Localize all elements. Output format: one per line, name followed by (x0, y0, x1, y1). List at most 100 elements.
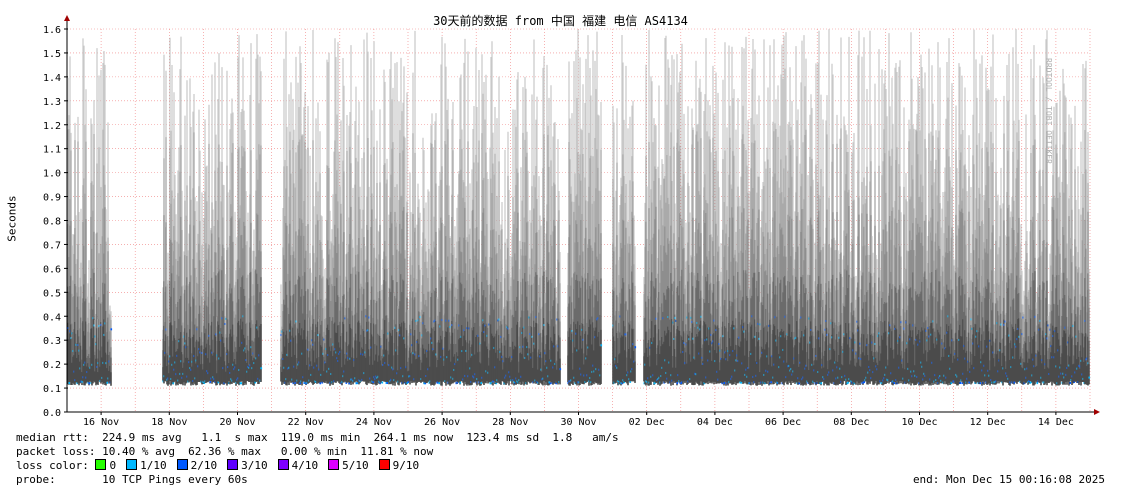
median-rtt-point (181, 376, 184, 379)
median-rtt-point (227, 366, 230, 369)
median-rtt-point (331, 381, 334, 384)
median-rtt-point (495, 382, 498, 385)
median-rtt-point (314, 380, 317, 383)
median-rtt-point (697, 326, 700, 329)
median-rtt-point (661, 366, 664, 369)
median-rtt-point (833, 382, 836, 385)
median-rtt-point (202, 380, 205, 383)
median-rtt-point (838, 336, 841, 339)
median-rtt-point (646, 381, 649, 384)
median-rtt-point (474, 373, 477, 376)
median-rtt-point (197, 365, 200, 368)
median-rtt-point (91, 363, 94, 366)
median-rtt-point (568, 380, 571, 383)
median-rtt-point (313, 366, 316, 369)
median-rtt-point (826, 333, 829, 336)
median-rtt-point (164, 351, 167, 354)
median-rtt-point (549, 382, 552, 385)
median-rtt-point (633, 360, 636, 363)
median-rtt-point (975, 335, 978, 338)
median-rtt-point (699, 328, 702, 331)
median-rtt-point (343, 370, 346, 373)
median-rtt-point (863, 381, 866, 384)
median-rtt-point (702, 362, 705, 365)
median-rtt-point (318, 368, 321, 371)
median-rtt-point (436, 381, 439, 384)
median-rtt-point (499, 350, 502, 353)
median-rtt-point (553, 345, 556, 348)
median-rtt-point (107, 377, 110, 380)
median-rtt-point (940, 379, 943, 382)
median-rtt-point (522, 345, 525, 348)
median-rtt-point (738, 336, 741, 339)
median-rtt-point (707, 359, 710, 362)
median-rtt-point (480, 382, 483, 385)
median-rtt-point (598, 368, 601, 371)
median-rtt-point (77, 344, 80, 347)
median-rtt-point (493, 346, 496, 349)
median-rtt-point (194, 377, 197, 380)
median-rtt-point (761, 351, 764, 354)
median-rtt-point (870, 377, 873, 380)
median-rtt-point (954, 352, 957, 355)
median-rtt-point (228, 382, 231, 385)
median-rtt-point (804, 367, 807, 370)
median-rtt-point (627, 371, 630, 374)
median-rtt-point (620, 382, 623, 385)
median-rtt-point (803, 334, 806, 337)
median-rtt-point (360, 353, 363, 356)
median-rtt-point (348, 382, 351, 385)
median-rtt-point (89, 366, 92, 369)
median-rtt-point (193, 355, 196, 358)
median-rtt-point (390, 378, 393, 381)
median-rtt-point (191, 360, 194, 363)
median-rtt-point (973, 367, 976, 370)
median-rtt-point (192, 380, 195, 383)
median-rtt-point (599, 374, 602, 377)
median-rtt-point (319, 382, 322, 385)
median-rtt-point (339, 350, 342, 353)
median-rtt-point (98, 324, 101, 327)
median-rtt-point (951, 339, 954, 342)
median-rtt-point (422, 322, 425, 325)
median-rtt-point (886, 378, 889, 381)
median-rtt-point (930, 333, 933, 336)
median-rtt-point (865, 376, 868, 379)
median-rtt-point (302, 376, 305, 379)
median-rtt-point (407, 380, 410, 383)
median-rtt-point (187, 380, 190, 383)
median-rtt-point (919, 340, 922, 343)
median-rtt-point (780, 335, 783, 338)
median-rtt-point (415, 319, 418, 322)
median-rtt-point (805, 364, 808, 367)
median-rtt-point (354, 377, 357, 380)
median-rtt-point (295, 320, 298, 323)
median-rtt-point (905, 321, 908, 324)
median-rtt-point (840, 380, 843, 383)
median-rtt-point (645, 380, 648, 383)
median-rtt-point (664, 359, 667, 362)
median-rtt-point (858, 357, 861, 360)
median-rtt-point (792, 370, 795, 373)
median-rtt-point (709, 350, 712, 353)
median-rtt-point (850, 380, 853, 383)
median-rtt-point (808, 317, 811, 320)
median-rtt-point (399, 334, 402, 337)
median-rtt-point (97, 362, 100, 365)
median-rtt-point (332, 343, 335, 346)
median-rtt-point (200, 380, 203, 383)
median-rtt-point (659, 381, 662, 384)
median-rtt-point (345, 381, 348, 384)
median-rtt-point (183, 335, 186, 338)
median-rtt-point (528, 316, 531, 319)
median-rtt-point (743, 330, 746, 333)
median-rtt-point (291, 378, 294, 381)
median-rtt-point (504, 376, 507, 379)
median-rtt-point (435, 353, 438, 356)
median-rtt-point (890, 372, 893, 375)
median-rtt-point (514, 382, 517, 385)
median-rtt-point (206, 370, 209, 373)
median-rtt-point (93, 324, 96, 327)
median-rtt-point (459, 381, 462, 384)
median-rtt-point (860, 357, 863, 360)
